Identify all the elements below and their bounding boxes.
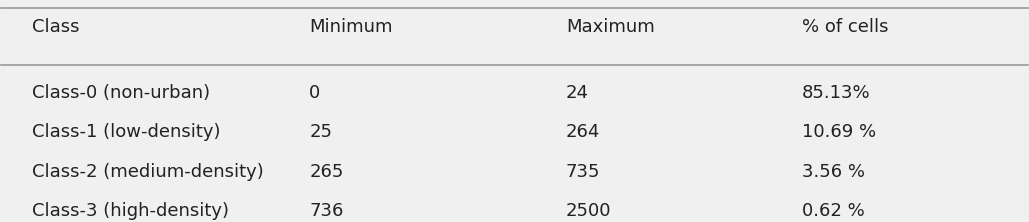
Text: Maximum: Maximum (566, 18, 654, 36)
Text: 0.62 %: 0.62 % (802, 202, 864, 220)
Text: % of cells: % of cells (802, 18, 888, 36)
Text: Class: Class (32, 18, 79, 36)
Text: 2500: 2500 (566, 202, 611, 220)
Text: Class-0 (non-urban): Class-0 (non-urban) (32, 84, 210, 102)
Text: 3.56 %: 3.56 % (802, 163, 864, 181)
Text: Class-1 (low-density): Class-1 (low-density) (32, 123, 220, 141)
Text: Minimum: Minimum (310, 18, 393, 36)
Text: 10.69 %: 10.69 % (802, 123, 876, 141)
Text: Class-2 (medium-density): Class-2 (medium-density) (32, 163, 263, 181)
Text: 25: 25 (310, 123, 332, 141)
Text: Class-3 (high-density): Class-3 (high-density) (32, 202, 229, 220)
Text: 24: 24 (566, 84, 589, 102)
Text: 0: 0 (310, 84, 320, 102)
Text: 735: 735 (566, 163, 600, 181)
Text: 265: 265 (310, 163, 344, 181)
Text: 736: 736 (310, 202, 344, 220)
Text: 85.13%: 85.13% (802, 84, 871, 102)
Text: 264: 264 (566, 123, 600, 141)
